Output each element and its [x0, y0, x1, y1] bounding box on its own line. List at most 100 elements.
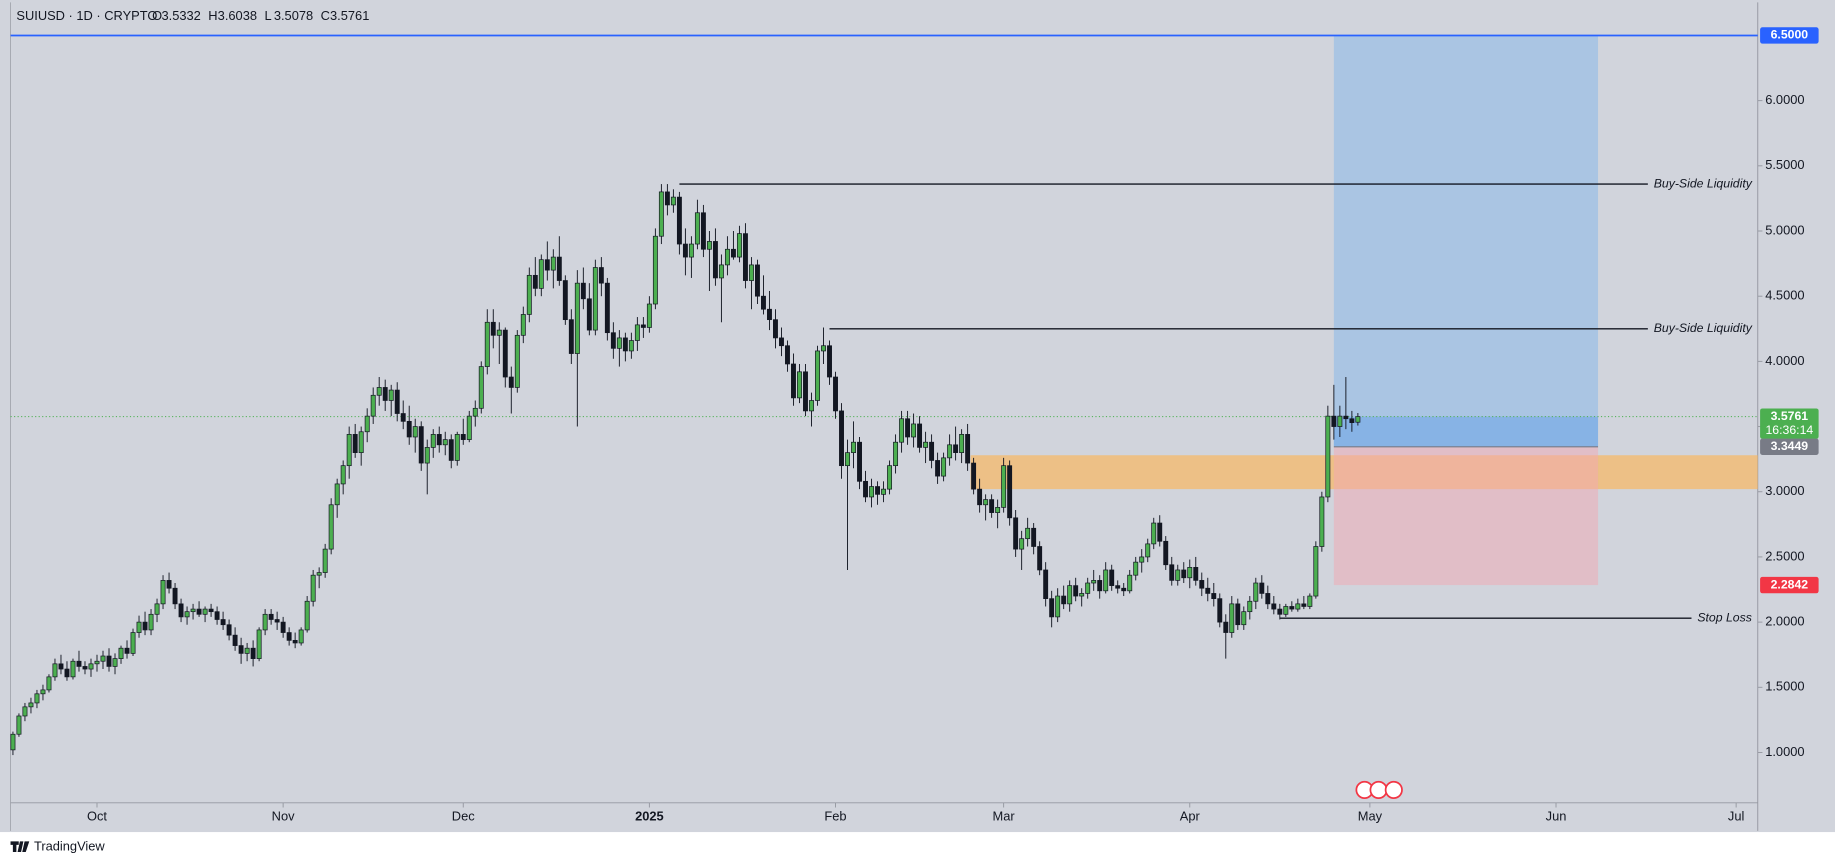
price-label-badge	[1760, 438, 1819, 455]
price-label: 3.5761	[1771, 409, 1809, 423]
x-tick-label: Oct	[87, 808, 107, 823]
candle-body	[1115, 585, 1121, 589]
candle-body	[328, 504, 334, 550]
candle-body	[851, 441, 856, 453]
logo-mark	[10, 841, 30, 852]
y-tick-label: 4.5000	[1765, 288, 1804, 303]
candle-body	[598, 267, 604, 284]
candle-body	[1277, 608, 1283, 615]
candle-body	[971, 462, 977, 490]
candle-body	[322, 548, 328, 573]
x-tick-label: Jun	[1546, 808, 1567, 823]
symbol-header: SUIUSD · 1D · CRYPTO O 3.5332 H 3.6038 L 3.50…	[16, 8, 369, 23]
candle-body	[382, 387, 388, 401]
event-icon[interactable]	[1384, 780, 1403, 800]
candle-body	[346, 434, 352, 467]
candle-body	[1283, 606, 1289, 615]
candle-body	[670, 196, 676, 206]
candle-body	[148, 613, 154, 631]
candle-body	[226, 624, 232, 636]
brand-name: TradingView	[34, 839, 105, 854]
x-tick-label: May	[1358, 808, 1383, 823]
candle-body	[166, 580, 172, 589]
candle-body	[905, 418, 911, 438]
candle-body	[664, 191, 670, 206]
candle-body	[442, 439, 448, 446]
y-tick-label: 1.0000	[1765, 744, 1804, 759]
candle-body	[394, 389, 400, 414]
candle-body	[520, 314, 526, 336]
candle-body	[238, 645, 244, 654]
candle-body	[112, 658, 118, 667]
candle-body	[646, 303, 652, 328]
candle-body	[256, 629, 262, 659]
candle-body	[899, 418, 905, 443]
price-label: 6.5000	[1771, 28, 1809, 42]
y-tick-label: 4.0000	[1765, 353, 1804, 368]
y-tick-label: 5.5000	[1765, 157, 1804, 172]
candle-body	[712, 241, 718, 279]
candle-body	[40, 689, 46, 695]
candle-body	[827, 345, 832, 378]
x-tick-label: Mar	[993, 808, 1016, 823]
candle-body	[688, 243, 694, 258]
candle-body	[1247, 600, 1253, 613]
candle-body	[418, 426, 424, 464]
candle-body	[94, 660, 100, 665]
candle-body	[376, 387, 382, 396]
candle-body	[1079, 593, 1085, 597]
candle-body	[100, 655, 106, 662]
candle-body	[1325, 415, 1331, 498]
candle-body	[640, 324, 646, 328]
candle-body	[280, 621, 286, 633]
candle-body	[184, 611, 190, 618]
candle-body	[190, 608, 196, 613]
candle-body	[532, 274, 538, 289]
candle-body	[1019, 538, 1025, 550]
candle-body	[995, 507, 1001, 513]
ohlc-key: H	[208, 8, 217, 23]
candle-body	[592, 267, 598, 331]
x-tick-label: 2025	[635, 808, 664, 823]
candle-body	[1139, 556, 1145, 563]
candle-body	[616, 337, 622, 349]
candle-body	[1091, 580, 1097, 584]
candle-body	[508, 376, 514, 388]
candle-body	[610, 332, 616, 349]
candle-body	[953, 444, 959, 453]
candle-body	[1307, 595, 1313, 607]
candle-body	[160, 580, 166, 605]
candle-body	[1343, 415, 1349, 420]
position-stop-area	[1333, 446, 1599, 586]
candle-body	[1337, 415, 1343, 427]
candle-body	[130, 632, 136, 654]
candle-body	[803, 371, 808, 412]
candle-body	[1145, 543, 1151, 558]
candle-body	[1085, 582, 1091, 594]
ohlc-value: 3.5761	[330, 8, 369, 23]
candle-body	[1007, 465, 1013, 519]
candle-body	[82, 666, 88, 670]
candle-body	[1049, 598, 1055, 618]
candle-body	[1103, 569, 1109, 592]
candle-body	[88, 663, 94, 670]
event-icon[interactable]	[1369, 780, 1388, 800]
candle-body	[202, 608, 208, 615]
candle-body	[586, 298, 592, 331]
candle-body	[959, 434, 965, 453]
candle-body	[767, 308, 772, 321]
candle-body	[502, 329, 508, 378]
candle-body	[46, 676, 52, 691]
candle-body	[622, 337, 628, 352]
candle-body	[550, 256, 556, 271]
candle-body	[1265, 593, 1271, 605]
candle-body	[761, 295, 766, 310]
candle-body	[833, 376, 838, 412]
y-tick-label: 3.0000	[1765, 483, 1804, 498]
y-tick-label: 2.5000	[1765, 548, 1804, 563]
ohlc-key: L	[264, 8, 271, 23]
ohlc-value: 3.6038	[218, 8, 257, 23]
candle-body	[845, 452, 850, 467]
candle-body	[430, 434, 436, 448]
candle-body	[412, 426, 418, 438]
